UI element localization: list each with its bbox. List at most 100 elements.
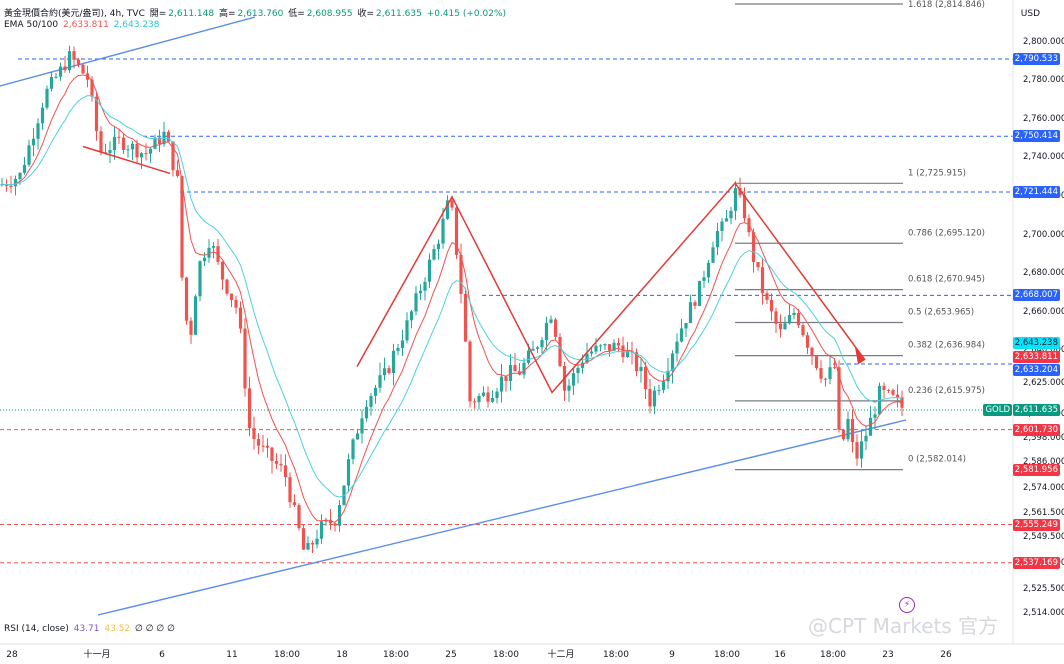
candle-body	[333, 523, 337, 526]
candle-body	[751, 232, 756, 263]
x-tick-label: 18:00	[603, 650, 629, 660]
candle-body	[360, 418, 364, 434]
candle-body	[220, 261, 225, 280]
candle-body	[612, 342, 616, 351]
candle-body	[432, 249, 436, 260]
candle-body	[279, 463, 283, 466]
candle-body	[733, 188, 738, 211]
candle-body	[387, 368, 391, 374]
y-tick-label: 2,800.000	[1023, 37, 1064, 47]
candle-body	[783, 323, 787, 330]
candle-body	[193, 296, 198, 335]
candle-body	[22, 164, 27, 173]
pattern-lines	[82, 145, 866, 394]
candle-body	[99, 131, 103, 153]
symbol-title: 黃金現價合約(美元/盎司), 4h, TVC	[4, 9, 145, 19]
x-tick-label: 23	[882, 650, 893, 660]
candle-body	[54, 76, 58, 78]
rsi-header[interactable]: RSI (14, close) 43.71 43.52 ∅ ∅ ∅ ∅	[4, 624, 177, 634]
watermark: @CPT Markets 官方	[808, 614, 999, 638]
candle-body	[643, 366, 648, 390]
candle-body	[40, 107, 45, 124]
candle-body	[774, 311, 778, 324]
candle-body	[189, 320, 193, 335]
x-tick-label: 26	[940, 650, 952, 660]
candle-body	[805, 335, 810, 348]
candle-body	[526, 350, 531, 363]
candle-body	[13, 178, 18, 187]
candle-body	[414, 293, 418, 312]
currency-label[interactable]: USD	[1020, 9, 1040, 19]
price-axis-label: 2,633.811	[1012, 350, 1060, 363]
y-tick-label: 2,598.000	[1023, 433, 1064, 443]
fib-level-label: 0.236 (2,615.975)	[908, 386, 985, 396]
candle-body	[814, 355, 819, 369]
candle-body	[225, 279, 229, 294]
candle-body	[544, 322, 549, 341]
price-axis-label: 2,581.956	[1012, 463, 1060, 476]
candle-body	[508, 365, 513, 381]
x-tick-label: 18:00	[714, 650, 740, 660]
candle-body	[49, 76, 54, 89]
candle-body	[148, 148, 153, 154]
ema100-value: 2,643.238	[113, 20, 160, 30]
y-tick-label: 2,760.000	[1023, 114, 1064, 124]
candle-body	[513, 365, 517, 372]
candle-body	[409, 311, 414, 321]
candle-body	[837, 367, 841, 430]
candle-body	[171, 141, 175, 171]
candle-body	[886, 389, 891, 391]
candle-body	[855, 442, 859, 459]
price-axis-label: 2,643.238	[1012, 336, 1060, 349]
candle-body	[787, 314, 792, 324]
ema-label: EMA 50/100	[4, 20, 59, 30]
open-label: 開=	[149, 9, 167, 19]
candle-body	[180, 176, 184, 278]
candle-body	[90, 79, 94, 97]
candle-body	[517, 371, 522, 375]
candle-body	[760, 267, 765, 294]
candle-body	[895, 394, 900, 398]
lightning-icon[interactable]: ⚡	[899, 597, 915, 613]
candle-body	[598, 345, 603, 347]
x-tick-label: 18:00	[274, 650, 300, 660]
candle-body	[36, 123, 40, 139]
candle-body	[423, 281, 427, 291]
candle-body	[130, 143, 135, 150]
candle-body	[391, 350, 396, 374]
high-value: 2,613.760	[237, 9, 284, 19]
y-tick-label: 2,660.000	[1023, 307, 1064, 317]
candle-body	[58, 66, 63, 77]
x-tick-label: 18:00	[383, 650, 409, 660]
candle-body	[198, 261, 202, 297]
candle-body	[504, 376, 508, 381]
candle-body	[261, 445, 265, 447]
candle-body	[297, 505, 301, 529]
candle-body	[126, 149, 130, 151]
candle-body	[571, 373, 576, 386]
header-ema[interactable]: EMA 50/100 2,633.811 2,643.238	[4, 20, 162, 30]
candle-body	[463, 293, 468, 342]
ema-lines	[1, 74, 903, 523]
candle-body	[121, 137, 126, 150]
candle-body	[616, 342, 621, 346]
y-tick-label: 2,586.000	[1023, 457, 1064, 467]
candle-body	[715, 231, 720, 248]
candle-body	[873, 414, 877, 418]
candle-body	[540, 340, 544, 348]
fib-level-label: 0.786 (2,695.120)	[908, 228, 985, 238]
rsi-value-2: 43.52	[104, 624, 131, 634]
horizontal-lines	[0, 58, 1013, 564]
fib-level-label: 0 (2,582.014)	[908, 455, 966, 465]
candle-body	[481, 392, 486, 396]
candles	[0, 45, 904, 553]
candle-body	[445, 200, 450, 219]
candle-body	[346, 459, 351, 486]
candle-body	[859, 441, 864, 459]
candle-body	[594, 345, 598, 352]
candle-body	[9, 185, 13, 187]
price-axis-label: 2,633.204	[1012, 363, 1060, 376]
candle-body	[319, 521, 324, 539]
